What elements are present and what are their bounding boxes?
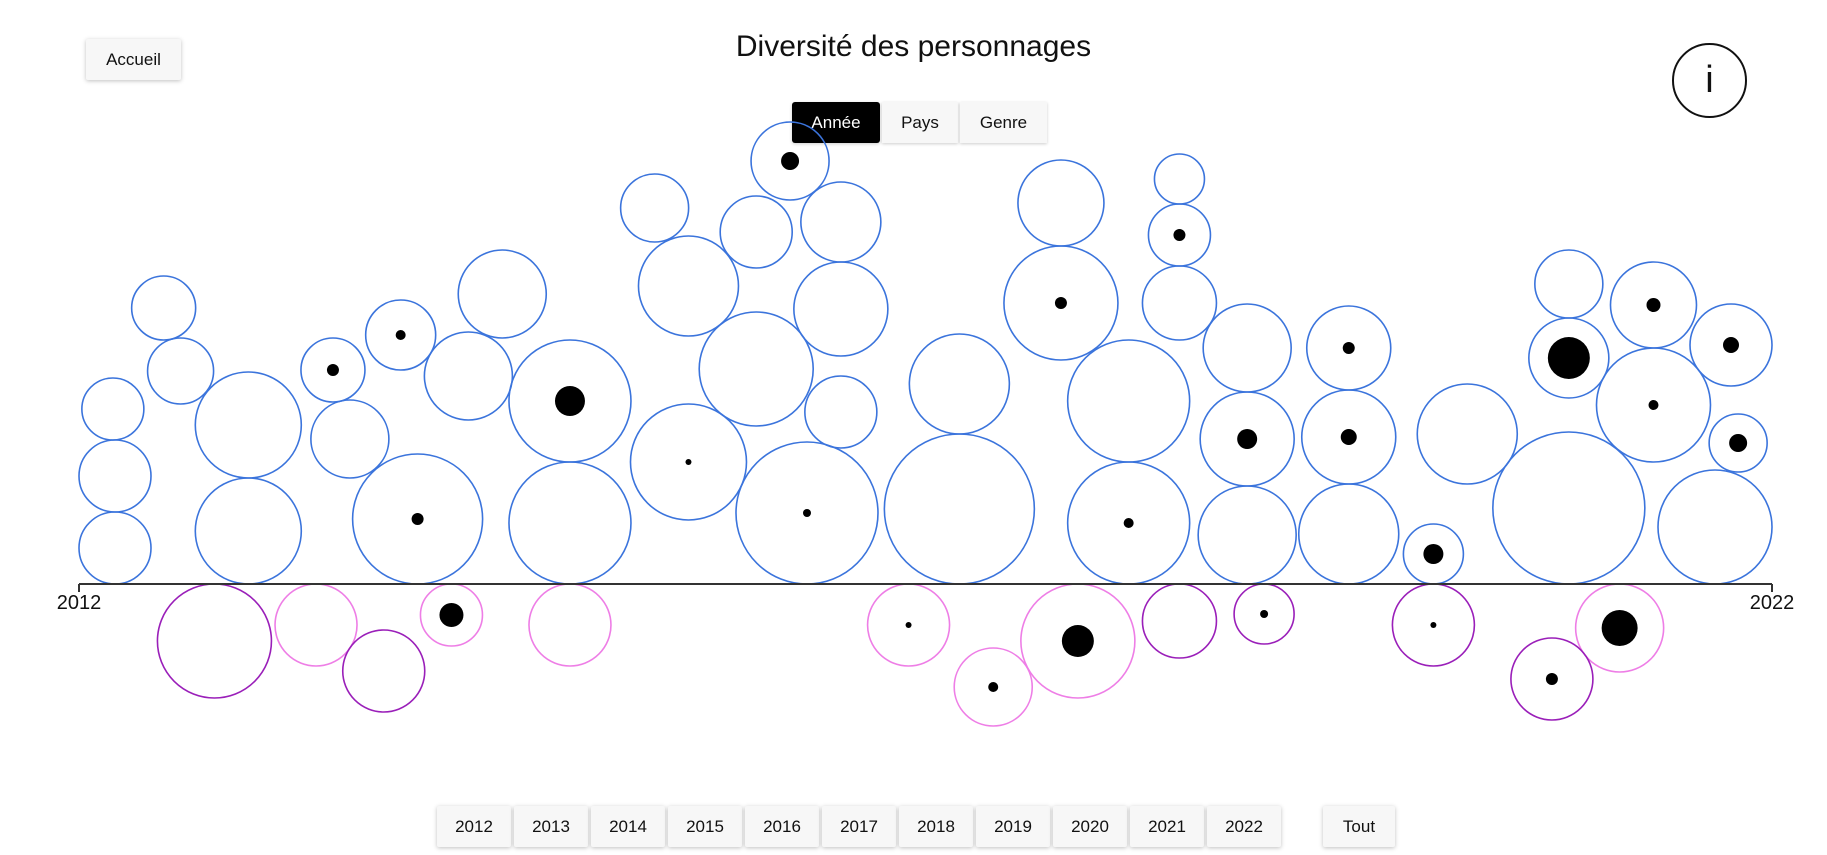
tab-annee[interactable]: Année: [792, 102, 880, 143]
character-bubble[interactable]: [719, 195, 794, 269]
character-bubble[interactable]: [1202, 303, 1292, 393]
character-bubble[interactable]: [637, 235, 740, 337]
all-years-button[interactable]: Tout: [1323, 806, 1395, 847]
bubble-center-dot: [1729, 434, 1748, 452]
bubble-center-dot: [1173, 229, 1186, 241]
character-bubble-lower[interactable]: [341, 629, 426, 713]
bubble-center-dot: [326, 364, 339, 376]
character-bubble[interactable]: [1416, 383, 1519, 485]
year-button-2020[interactable]: 2020: [1053, 806, 1127, 847]
character-bubble[interactable]: [130, 275, 197, 341]
bubble-center-dot: [411, 513, 424, 525]
bubble-center-dot: [1260, 610, 1269, 618]
year-button-2019[interactable]: 2019: [976, 806, 1050, 847]
year-button-2021[interactable]: 2021: [1130, 806, 1204, 847]
character-bubble[interactable]: [300, 337, 366, 403]
bubble-center-dot: [554, 386, 585, 416]
character-bubble[interactable]: [804, 375, 878, 449]
tab-pays[interactable]: Pays: [882, 102, 958, 143]
character-bubble[interactable]: [1609, 261, 1698, 349]
bubble-center-dot: [1648, 400, 1659, 410]
character-bubble[interactable]: [146, 337, 215, 405]
bubble-center-dot: [781, 152, 800, 170]
year-button-2013[interactable]: 2013: [514, 806, 588, 847]
character-bubble-lower[interactable]: [1141, 583, 1218, 659]
bubbles-above-group: [78, 121, 1773, 585]
bubble-center-dot: [1061, 625, 1094, 657]
bubble-center-dot: [988, 682, 999, 692]
bubble-center-dot: [1054, 297, 1067, 309]
character-bubble[interactable]: [1141, 265, 1218, 341]
character-bubble[interactable]: [364, 299, 437, 371]
year-button-2017[interactable]: 2017: [822, 806, 896, 847]
character-bubble-lower[interactable]: [274, 583, 358, 667]
year-button-2014[interactable]: 2014: [591, 806, 665, 847]
character-bubble[interactable]: [78, 511, 152, 585]
bubble-center-dot: [802, 509, 811, 517]
character-bubble[interactable]: [1534, 249, 1604, 319]
character-bubble[interactable]: [1297, 483, 1400, 585]
bubble-center-dot: [1723, 337, 1739, 353]
character-bubble[interactable]: [508, 339, 632, 463]
axis-label-start: 2012: [57, 592, 102, 614]
character-bubble[interactable]: [698, 311, 815, 427]
character-bubble[interactable]: [1708, 413, 1768, 473]
bubble-center-dot: [905, 622, 912, 628]
character-bubble[interactable]: [457, 249, 548, 339]
character-bubble-lower[interactable]: [1510, 637, 1594, 721]
character-bubble[interactable]: [194, 477, 303, 585]
year-button-2012[interactable]: 2012: [437, 806, 511, 847]
bubble-center-dot: [1123, 518, 1134, 528]
character-bubble[interactable]: [423, 331, 514, 421]
character-bubble[interactable]: [78, 439, 152, 513]
year-button-2018[interactable]: 2018: [899, 806, 973, 847]
bubble-chart: 2012 2022: [57, 121, 1795, 727]
character-bubble[interactable]: [1492, 431, 1646, 585]
character-bubble[interactable]: [793, 261, 889, 357]
character-bubble[interactable]: [629, 403, 748, 521]
character-bubble[interactable]: [194, 371, 303, 479]
info-button[interactable]: i: [1672, 43, 1747, 118]
character-bubble[interactable]: [310, 399, 390, 479]
character-bubble[interactable]: [908, 333, 1011, 435]
bubble-center-dot: [1646, 298, 1661, 312]
bubble-center-dot: [1342, 342, 1355, 354]
character-bubble-lower[interactable]: [528, 583, 612, 667]
character-bubble[interactable]: [800, 181, 882, 263]
character-bubble[interactable]: [1017, 159, 1105, 247]
character-bubble-lower[interactable]: [156, 583, 273, 699]
character-bubble-lower[interactable]: [953, 647, 1034, 727]
character-bubble[interactable]: [883, 433, 1036, 585]
character-bubble[interactable]: [81, 377, 145, 441]
character-bubble[interactable]: [1197, 485, 1297, 585]
bubble-center-dot: [395, 330, 406, 340]
tab-genre[interactable]: Genre: [960, 102, 1047, 143]
character-bubble[interactable]: [1305, 305, 1392, 391]
bubble-center-dot: [685, 459, 692, 465]
page-title: Diversité des personnages: [735, 30, 1092, 63]
home-button[interactable]: Accueil: [86, 39, 181, 80]
character-bubble[interactable]: [1689, 303, 1773, 387]
bubble-center-dot: [1545, 673, 1558, 685]
bubble-center-dot: [1237, 429, 1258, 449]
bubble-center-dot: [1423, 544, 1444, 564]
year-button-2022[interactable]: 2022: [1207, 806, 1281, 847]
character-bubble[interactable]: [508, 461, 632, 585]
bubble-center-dot: [1430, 622, 1437, 628]
character-bubble[interactable]: [1066, 339, 1191, 463]
bubble-center-dot: [1601, 610, 1638, 646]
view-tabs: Année Pays Genre: [792, 102, 1049, 143]
bubble-center-dot: [1340, 429, 1357, 445]
character-bubble[interactable]: [750, 121, 830, 201]
character-bubble[interactable]: [1153, 153, 1206, 205]
axis-label-end: 2022: [1750, 592, 1795, 614]
year-button-2016[interactable]: 2016: [745, 806, 819, 847]
character-bubble[interactable]: [1657, 469, 1773, 585]
character-bubble[interactable]: [619, 173, 690, 243]
bubble-center-dot: [439, 603, 464, 627]
bubble-center-dot: [1547, 337, 1590, 379]
bubbles-below-group: [156, 583, 1665, 727]
year-button-2015[interactable]: 2015: [668, 806, 742, 847]
